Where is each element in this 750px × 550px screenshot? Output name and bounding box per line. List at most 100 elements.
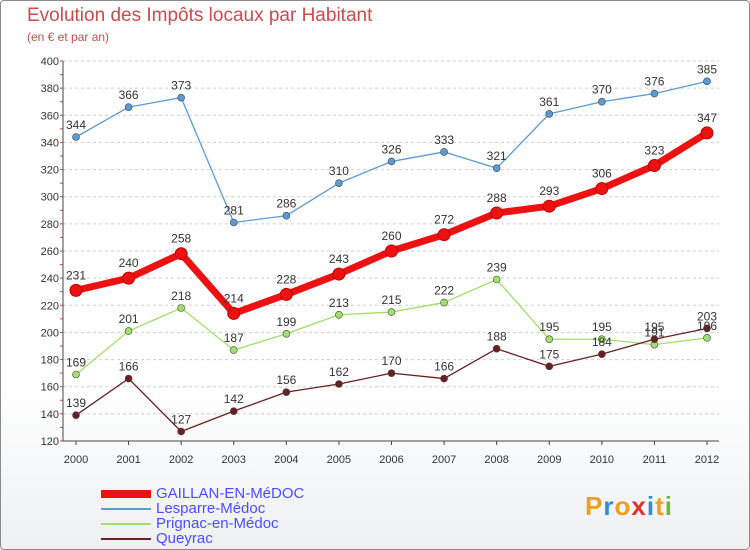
- data-label: 222: [434, 284, 454, 298]
- data-point: [440, 374, 448, 383]
- y-tick-label: 280: [41, 219, 59, 231]
- data-point: [545, 110, 554, 118]
- data-label: 288: [487, 191, 507, 205]
- data-label: 272: [434, 213, 454, 227]
- data-point: [542, 199, 556, 213]
- data-label: 347: [697, 111, 717, 125]
- data-label: 187: [224, 331, 244, 345]
- x-tick-label: 2005: [327, 454, 351, 466]
- y-tick-label: 140: [41, 409, 59, 421]
- data-point: [282, 329, 291, 338]
- data-label: 169: [66, 356, 86, 370]
- y-tick-label: 300: [41, 192, 59, 204]
- data-point: [545, 335, 554, 344]
- data-point: [598, 335, 606, 344]
- data-label: 215: [381, 293, 401, 307]
- data-point: [177, 304, 185, 312]
- x-tick-label: 2009: [537, 454, 561, 466]
- logo-letter: t: [655, 491, 665, 521]
- x-tick-label: 2002: [169, 454, 193, 466]
- data-point: [282, 211, 291, 220]
- data-label: 196: [697, 319, 717, 333]
- data-point: [122, 271, 136, 285]
- data-label: 366: [119, 88, 139, 102]
- data-point: [229, 346, 238, 354]
- chart-title: Evolution des Impôts locaux par Habitant: [27, 5, 373, 26]
- data-label: 188: [487, 330, 507, 344]
- data-label: 213: [329, 296, 349, 310]
- proxiti-logo: Proxiti: [585, 491, 673, 522]
- data-label: 127: [171, 413, 191, 427]
- data-label: 139: [66, 396, 86, 410]
- data-label: 240: [119, 256, 139, 270]
- data-label: 203: [697, 309, 717, 323]
- data-label: 166: [434, 360, 454, 374]
- data-label: 326: [381, 142, 401, 156]
- data-point: [177, 93, 185, 102]
- data-label: 333: [434, 133, 454, 147]
- data-labels: 344 366 373 281 286 310 326 333 321 361 370 376 385 1…: [66, 62, 717, 426]
- data-label: 385: [697, 62, 717, 76]
- y-tick-label: 400: [41, 56, 59, 68]
- legend-label: GAILLAN-EN-MéDOC: [156, 485, 305, 502]
- logo-letter: x: [631, 491, 647, 521]
- data-label: 195: [592, 320, 612, 334]
- data-label: 228: [276, 272, 296, 286]
- y-tick-label: 380: [41, 83, 59, 95]
- data-point: [387, 369, 396, 377]
- data-label: 231: [66, 268, 86, 282]
- logo-letter: o: [614, 491, 632, 521]
- legend-item-lesparre: Lesparre-Médoc: [101, 501, 265, 516]
- data-point: [492, 164, 501, 173]
- y-tick-label: 180: [41, 355, 59, 367]
- data-point: [124, 374, 133, 383]
- logo-letter: i: [664, 491, 673, 521]
- data-point: [177, 427, 185, 436]
- logo-letter: P: [585, 491, 604, 521]
- data-label: 195: [539, 320, 559, 334]
- x-tick-label: 2000: [64, 454, 88, 466]
- data-point: [69, 283, 83, 297]
- y-tick-label: 340: [41, 137, 59, 149]
- x-tick-label: 2006: [379, 454, 403, 466]
- data-point: [595, 182, 609, 196]
- data-point: [72, 370, 80, 379]
- legend-label: Queyrac: [156, 530, 213, 547]
- data-label: 286: [276, 197, 296, 211]
- data-label: 376: [644, 75, 664, 89]
- data-point: [492, 344, 501, 353]
- data-point: [335, 380, 343, 388]
- data-label: 344: [66, 118, 86, 132]
- data-label: 321: [487, 149, 507, 163]
- legend-label: Prignac-en-Médoc: [156, 515, 279, 532]
- data-point: [598, 97, 606, 106]
- data-label: 258: [171, 232, 191, 246]
- data-point: [647, 159, 661, 172]
- data-label: 323: [644, 144, 664, 158]
- data-label: 166: [119, 360, 139, 374]
- x-tick-label: 2003: [222, 454, 246, 466]
- data-label: 310: [329, 164, 349, 178]
- data-point: [279, 287, 293, 301]
- data-label: 361: [539, 95, 559, 109]
- data-label: 195: [644, 320, 664, 334]
- y-tick-label: 360: [41, 110, 59, 122]
- data-label: 260: [381, 229, 401, 243]
- y-tick-label: 120: [41, 436, 59, 448]
- legend-swatch: [101, 538, 151, 540]
- legend-item-gaillan: GAILLAN-EN-MéDOC: [101, 485, 305, 502]
- y-tick-label: 240: [41, 273, 59, 285]
- data-point: [440, 148, 448, 156]
- data-label: 199: [276, 315, 296, 329]
- x-tick-label: 2001: [116, 454, 140, 466]
- data-point: [703, 324, 711, 333]
- data-label: 184: [592, 335, 612, 349]
- data-point: [174, 247, 188, 261]
- data-label: 373: [171, 79, 191, 93]
- data-label: 170: [381, 354, 401, 368]
- legend-swatch: [101, 508, 151, 510]
- y-tick-label: 260: [41, 246, 59, 258]
- data-label: 293: [539, 184, 559, 198]
- y-tick-label: 320: [41, 165, 59, 177]
